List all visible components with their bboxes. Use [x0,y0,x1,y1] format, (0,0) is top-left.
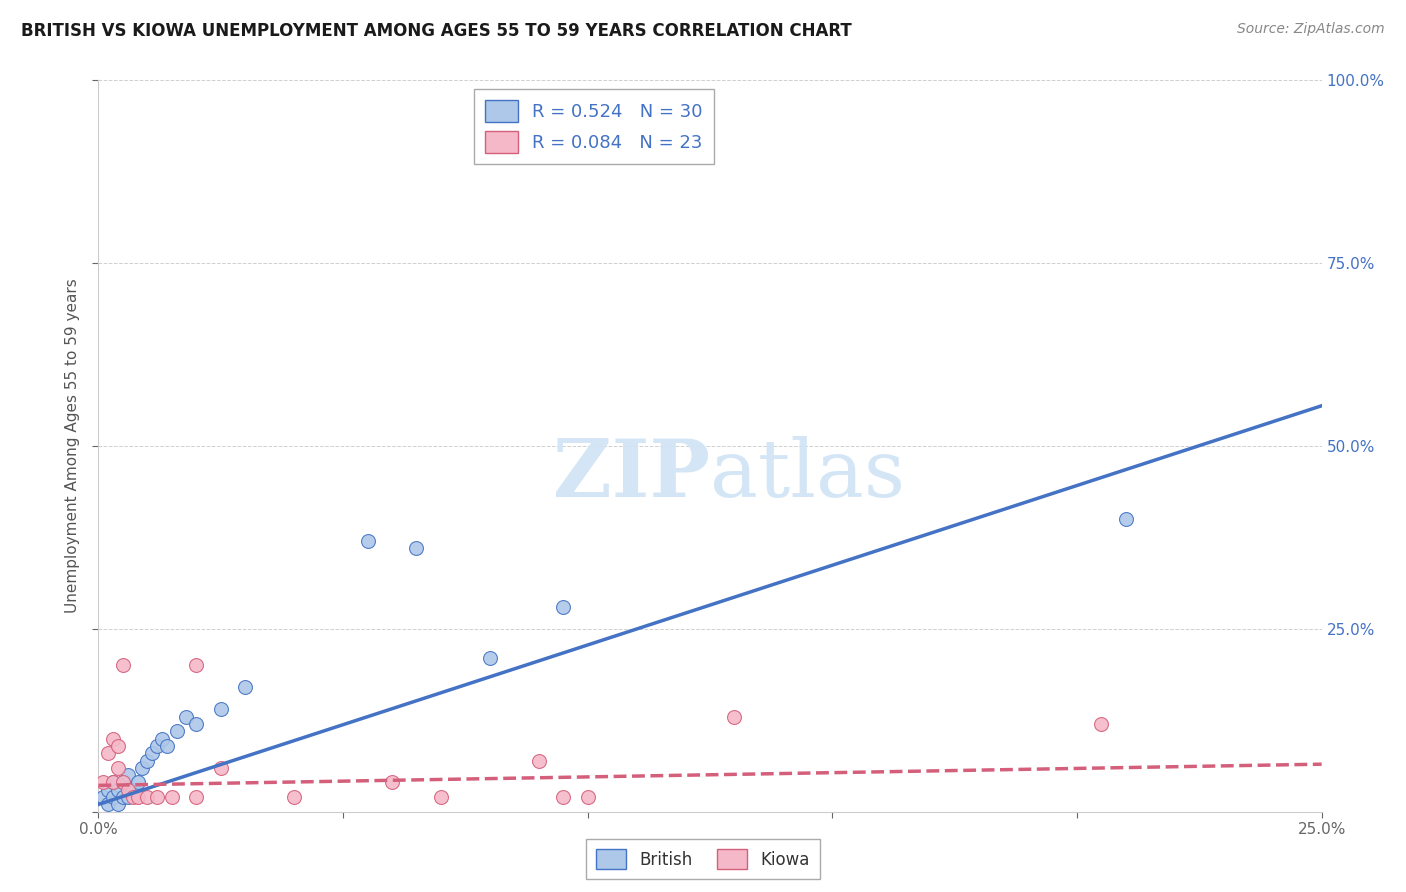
Point [121,782,143,797]
Point [101,790,124,805]
Point [553,599,575,614]
Point [127,775,149,789]
Point [107,739,129,753]
Point [186,790,208,805]
Point [111,775,134,789]
Point [209,702,232,716]
Point [101,775,124,789]
Point [233,681,256,695]
Point [186,717,208,731]
Point [553,790,575,805]
Legend: R = 0.524   N = 30, R = 0.084   N = 23: R = 0.524 N = 30, R = 0.084 N = 23 [474,89,713,164]
Text: Source: ZipAtlas.com: Source: ZipAtlas.com [1237,22,1385,37]
Point [1090,717,1112,731]
Text: atlas: atlas [710,436,905,515]
Point [131,761,153,775]
Point [91,775,114,789]
Point [111,658,134,673]
Point [150,731,173,746]
Point [127,790,149,805]
Point [97,797,120,812]
Point [107,782,129,797]
Point [97,782,120,797]
Point [186,658,208,673]
Point [97,746,120,760]
Point [117,790,139,805]
Point [111,790,134,805]
Text: ZIP: ZIP [553,436,710,515]
Point [117,768,139,782]
Point [166,724,188,739]
Point [430,790,453,805]
Point [136,754,159,768]
Point [405,541,427,556]
Point [381,775,404,789]
Point [146,739,169,753]
Legend: British, Kiowa: British, Kiowa [586,838,820,880]
Point [1115,512,1137,526]
Point [723,709,745,723]
Point [117,782,139,797]
Point [209,761,232,775]
Point [101,731,124,746]
Point [111,775,134,789]
Point [283,790,305,805]
Point [146,790,169,805]
Point [156,739,179,753]
Text: BRITISH VS KIOWA UNEMPLOYMENT AMONG AGES 55 TO 59 YEARS CORRELATION CHART: BRITISH VS KIOWA UNEMPLOYMENT AMONG AGES… [21,22,852,40]
Y-axis label: Unemployment Among Ages 55 to 59 years: Unemployment Among Ages 55 to 59 years [65,278,80,614]
Point [141,746,163,760]
Point [107,797,129,812]
Point [650,95,672,110]
Point [91,790,114,805]
Point [136,790,159,805]
Point [121,790,143,805]
Point [478,651,501,665]
Point [107,761,129,775]
Point [101,775,124,789]
Point [356,534,378,549]
Point [160,790,183,805]
Point [576,790,599,805]
Point [176,709,198,723]
Point [527,754,550,768]
